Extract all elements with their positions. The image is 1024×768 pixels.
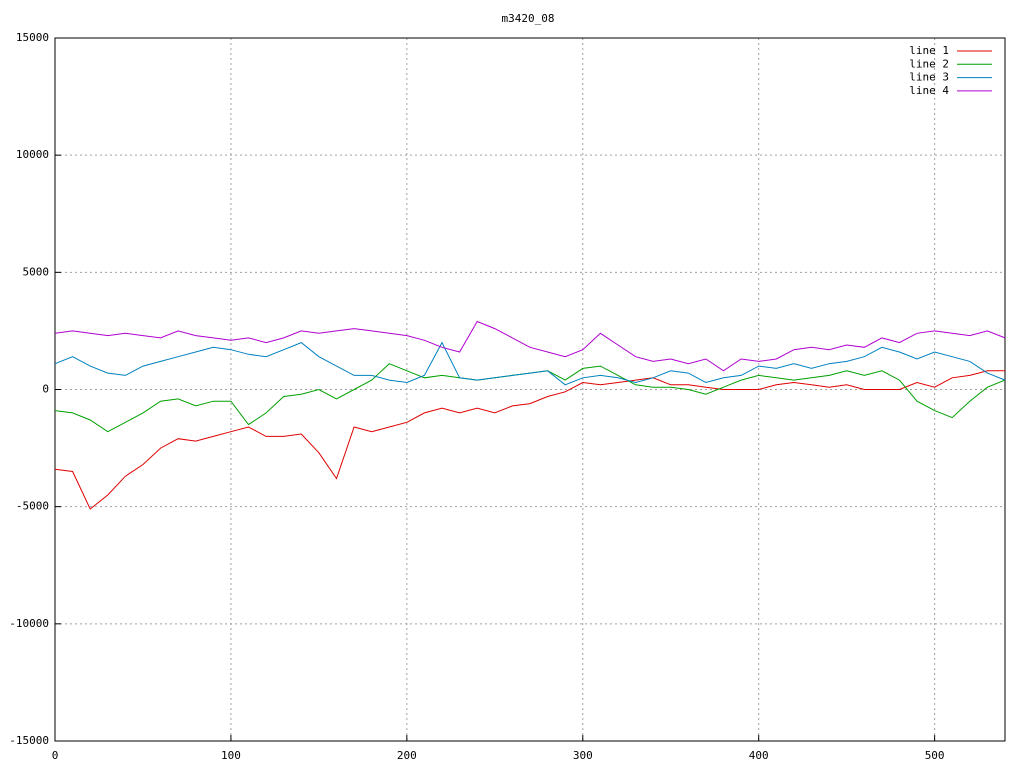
series-line [54,320,1006,372]
x-tick-label: 0 [52,749,59,762]
series-line [54,370,1005,510]
x-tick-label: 500 [925,749,945,762]
y-tick-label: 15000 [16,31,49,44]
y-tick-label: 10000 [16,148,49,161]
y-tick-label: -10000 [9,617,49,630]
x-tick-label: 400 [749,749,769,762]
y-tick-label: -5000 [16,500,49,513]
legend-label: line 2 [909,57,949,70]
legend-label: line 4 [909,84,949,97]
y-tick-label: 0 [42,383,49,396]
series-line [54,363,1006,433]
x-tick-label: 200 [397,749,417,762]
y-tick-label: 5000 [23,265,50,278]
legend-label: line 3 [909,71,949,84]
series-line [54,341,1006,386]
chart-title: m3420_08 [502,12,555,25]
y-tick-label: -15000 [9,734,49,747]
x-tick-label: 100 [221,749,241,762]
x-tick-label: 300 [573,749,593,762]
plot-frame [54,37,1006,742]
legend-label: line 1 [909,44,949,57]
